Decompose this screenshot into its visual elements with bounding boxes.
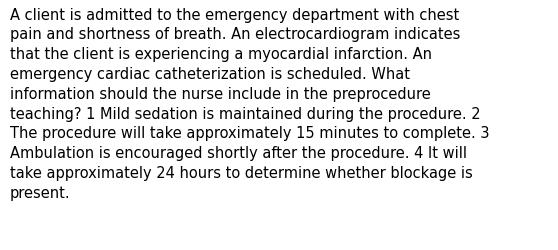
Text: A client is admitted to the emergency department with chest
pain and shortness o: A client is admitted to the emergency de… (10, 8, 489, 200)
